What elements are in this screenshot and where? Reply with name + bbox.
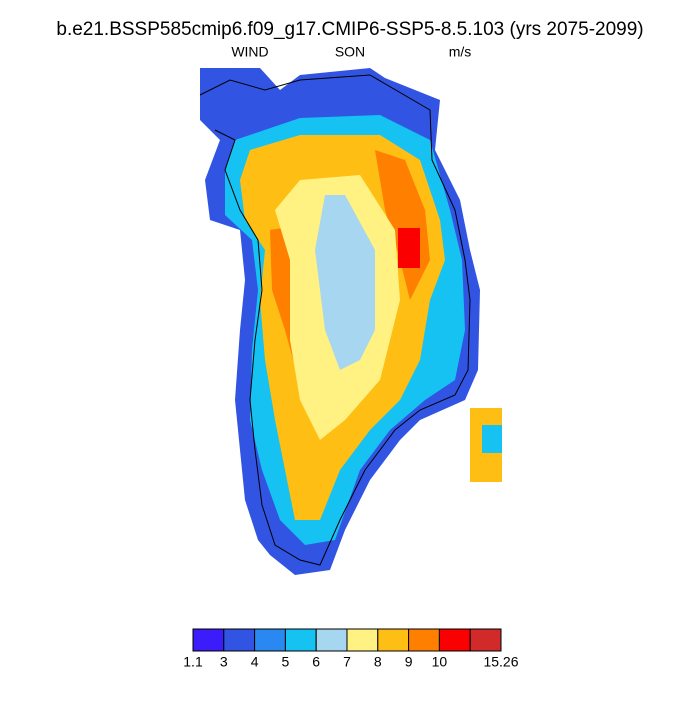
colorbar-label: 5: [282, 654, 290, 670]
colorbar: 1.1 3 4 5 6 7 8 9 10 15.26: [183, 628, 519, 670]
map: [199, 68, 502, 575]
colorbar-label: 7: [343, 654, 351, 670]
colorbar-box: [469, 628, 502, 652]
coastline: [199, 74, 471, 566]
colorbar-box: [254, 628, 286, 652]
colorbar-box: [223, 628, 256, 652]
right-label: m/s: [449, 44, 472, 60]
colorbar-label: 15.26: [483, 654, 518, 670]
colorbar-label: 4: [251, 654, 259, 670]
colorbar-box: [284, 628, 317, 652]
colorbar-box: [377, 628, 410, 652]
colorbar-label: 9: [405, 654, 413, 670]
colorbar-box: [192, 628, 225, 652]
island-inner: [482, 425, 502, 453]
colorbar-label: 3: [220, 654, 228, 670]
colorbar-label: 8: [374, 654, 382, 670]
colorbar-box: [346, 628, 379, 652]
colorbar-label: 6: [312, 654, 320, 670]
region-core: [315, 195, 375, 370]
colorbar-label: 1.1: [183, 654, 203, 670]
colorbar-label: 10: [432, 654, 448, 670]
center-label: SON: [335, 44, 365, 60]
colorbar-box: [315, 628, 348, 652]
colorbar-box: [408, 628, 440, 652]
region-max: [398, 228, 420, 268]
colorbar-box: [438, 628, 471, 652]
left-label: WIND: [231, 44, 268, 60]
title: b.e21.BSSP585cmip6.f09_g17.CMIP6-SSP5-8.…: [56, 19, 643, 40]
